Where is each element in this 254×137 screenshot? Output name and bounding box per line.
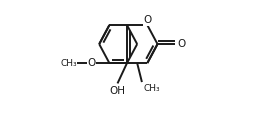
Text: CH₃: CH₃ [60, 59, 77, 68]
Text: O: O [177, 39, 185, 49]
Text: OH: OH [109, 86, 125, 96]
Text: O: O [88, 58, 96, 68]
Text: CH₃: CH₃ [143, 84, 160, 93]
Text: O: O [143, 15, 151, 25]
